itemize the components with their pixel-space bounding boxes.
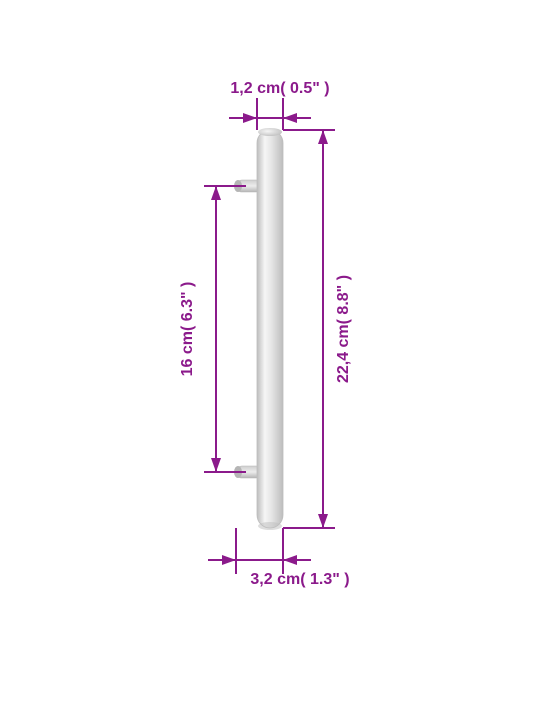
dimension-label-spacing: 16 cm( 6.3" ) — [179, 282, 196, 377]
dimension-arrow — [211, 186, 221, 200]
handle-bar — [257, 130, 283, 528]
dimension-arrow — [283, 113, 297, 123]
dimension-arrow — [243, 113, 257, 123]
dimension-arrow — [318, 514, 328, 528]
dimension-label-height: 22,4 cm( 8.8" ) — [335, 275, 352, 383]
dimension-arrow — [211, 458, 221, 472]
dimension-label-diameter: 1,2 cm( 0.5" ) — [230, 80, 329, 97]
dimension-arrow — [318, 130, 328, 144]
dimension-label-depth: 3,2 cm( 1.3" ) — [250, 571, 349, 588]
dimension-arrow — [283, 555, 297, 565]
handle-bottom-cap — [258, 522, 282, 530]
dimension-arrow — [222, 555, 236, 565]
handle-top-cap — [258, 128, 282, 136]
